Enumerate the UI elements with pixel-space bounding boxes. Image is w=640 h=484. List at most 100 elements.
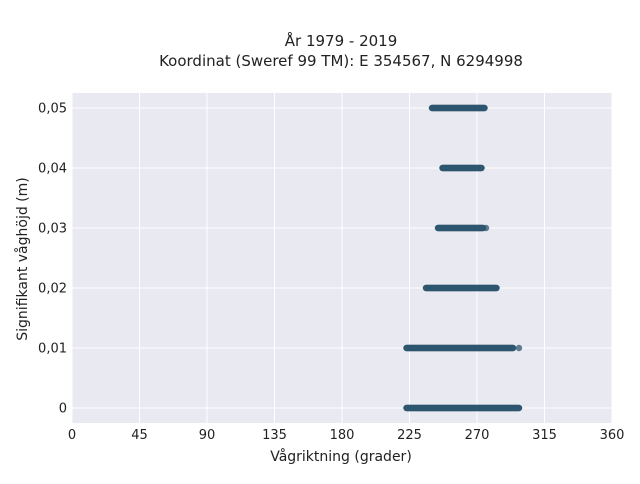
data-point: [470, 224, 478, 232]
data-point: [417, 344, 424, 352]
data-point: [503, 404, 510, 412]
data-point: [463, 344, 470, 352]
data-point: [472, 344, 479, 352]
data-point: [453, 344, 460, 352]
data-point: [428, 404, 436, 412]
data-point: [438, 404, 445, 412]
data-point: [470, 104, 478, 112]
data-point: [436, 344, 443, 352]
data-point: [472, 404, 479, 412]
data-point: [436, 284, 443, 292]
data-point: [455, 344, 463, 352]
data-point: [445, 284, 452, 292]
data-point: [458, 164, 465, 172]
data-point: [461, 284, 468, 292]
data-point: [436, 104, 443, 112]
data-point: [507, 344, 514, 352]
data-point: [476, 284, 484, 292]
data-point: [485, 344, 493, 352]
data-point: [479, 404, 486, 412]
x-tick-label: 270: [465, 428, 490, 443]
data-point: [473, 104, 480, 112]
data-point: [492, 344, 499, 352]
data-point: [431, 404, 438, 412]
data-point: [446, 224, 454, 232]
data-point: [434, 404, 441, 412]
data-point: [512, 404, 519, 412]
data-point: [470, 284, 478, 292]
data-point: [479, 284, 486, 292]
x-tick-label: 180: [330, 428, 355, 443]
data-point: [473, 404, 480, 412]
data-point: [470, 404, 478, 412]
data-point: [481, 284, 488, 292]
data-point: [403, 404, 410, 412]
data-point: [469, 344, 476, 352]
data-point: [471, 344, 478, 352]
data-point: [425, 344, 432, 352]
data-point: [423, 284, 430, 292]
data-point: [431, 284, 439, 292]
data-point: [422, 404, 429, 412]
y-tick-label: 0,02: [38, 282, 67, 297]
data-point: [488, 404, 496, 412]
data-point: [406, 404, 413, 412]
data-point: [461, 164, 468, 172]
data-point: [468, 404, 475, 412]
data-point: [494, 344, 501, 352]
data-point: [410, 344, 418, 352]
data-point: [461, 104, 468, 112]
data-point: [500, 344, 508, 352]
data-point: [455, 404, 463, 412]
data-point: [485, 284, 493, 292]
data-point: [450, 224, 457, 232]
data-point: [440, 224, 447, 232]
data-point: [416, 404, 423, 412]
data-point: [424, 284, 431, 292]
data-point: [500, 404, 508, 412]
data-point: [494, 404, 501, 412]
x-tick-label: 360: [600, 428, 625, 443]
data-point: [455, 344, 462, 352]
data-point: [458, 104, 465, 112]
data-point: [490, 284, 497, 292]
data-point: [433, 284, 440, 292]
data-point: [456, 224, 463, 232]
data-point: [435, 224, 442, 232]
data-point: [437, 104, 445, 112]
title-line-2: Koordinat (Sweref 99 TM): E 354567, N 62…: [159, 52, 523, 70]
data-point: [458, 164, 466, 172]
data-point: [453, 164, 460, 172]
data-point: [479, 344, 486, 352]
data-point: [491, 344, 498, 352]
data-point: [483, 284, 490, 292]
data-point: [479, 104, 487, 112]
data-point: [418, 344, 425, 352]
data-point: [474, 284, 481, 292]
data-point: [445, 344, 452, 352]
data-point: [470, 344, 477, 352]
data-point: [449, 284, 457, 292]
data-point: [466, 164, 473, 172]
data-point: [463, 224, 470, 232]
data-point: [504, 404, 511, 412]
data-point: [430, 404, 437, 412]
data-point: [459, 104, 466, 112]
data-point: [441, 164, 448, 172]
data-point: [504, 344, 511, 352]
data-point: [476, 104, 483, 112]
data-point: [429, 404, 436, 412]
data-point: [440, 344, 448, 352]
data-point: [419, 404, 427, 412]
data-point: [466, 104, 473, 112]
data-point: [460, 224, 467, 232]
data-point: [434, 404, 442, 412]
data-point: [462, 404, 469, 412]
data-point: [495, 344, 502, 352]
data-point: [443, 284, 451, 292]
data-point: [457, 104, 464, 112]
data-point: [475, 404, 482, 412]
data-point: [426, 404, 433, 412]
data-point: [446, 164, 454, 172]
data-point: [490, 404, 497, 412]
